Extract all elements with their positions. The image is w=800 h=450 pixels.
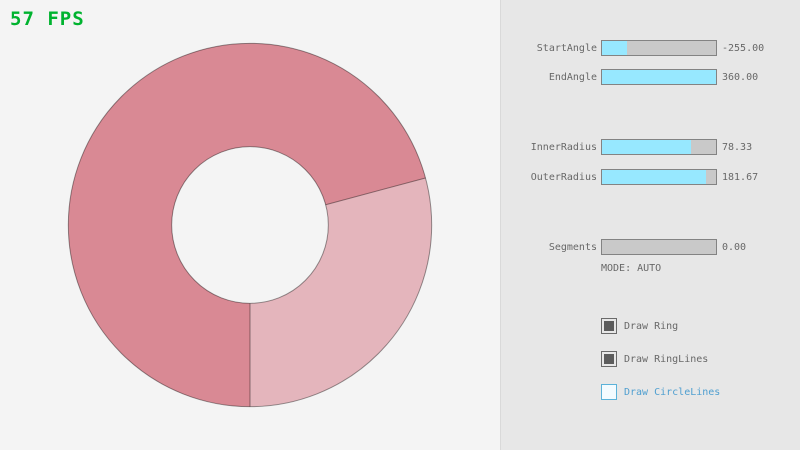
slider-row-outer-radius: OuterRadius 181.67 <box>501 169 800 185</box>
slider-fill <box>602 41 627 55</box>
checkbox-label: Draw CircleLines <box>624 387 721 398</box>
end-angle-slider[interactable] <box>601 69 717 85</box>
slider-label: Segments <box>548 242 597 253</box>
ring-figure <box>67 42 433 408</box>
slider-value: 78.33 <box>722 142 753 153</box>
slider-label: StartAngle <box>536 43 597 54</box>
slider-label: InnerRadius <box>530 142 597 153</box>
checkbox-label: Draw RingLines <box>624 354 709 365</box>
checkbox-label: Draw Ring <box>624 321 679 332</box>
slider-value: 360.00 <box>722 72 759 83</box>
segments-slider[interactable] <box>601 239 717 255</box>
checkbox-box[interactable] <box>601 318 617 334</box>
slider-fill <box>602 70 716 84</box>
slider-fill <box>602 140 692 154</box>
slider-value: -255.00 <box>722 43 765 54</box>
slider-fill <box>602 170 706 184</box>
slider-row-segments: Segments 0.00 <box>501 239 800 255</box>
slider-label: OuterRadius <box>530 172 597 183</box>
mode-label: MODE: AUTO <box>601 263 662 274</box>
slider-row-inner-radius: InnerRadius 78.33 <box>501 139 800 155</box>
slider-value: 181.67 <box>722 172 759 183</box>
inner-radius-slider[interactable] <box>601 139 717 155</box>
slider-row-end-angle: EndAngle 360.00 <box>501 69 800 85</box>
slider-label: EndAngle <box>548 72 597 83</box>
fps-counter: 57 FPS <box>10 8 85 30</box>
start-angle-slider[interactable] <box>601 40 717 56</box>
controls-panel: StartAngle -255.00 EndAngle 360.00 Inner… <box>500 0 800 450</box>
outer-radius-slider[interactable] <box>601 169 717 185</box>
slider-value: 0.00 <box>722 242 747 253</box>
slider-row-start-angle: StartAngle -255.00 <box>501 40 800 56</box>
checkbox-box[interactable] <box>601 384 617 400</box>
checkbox-box[interactable] <box>601 351 617 367</box>
